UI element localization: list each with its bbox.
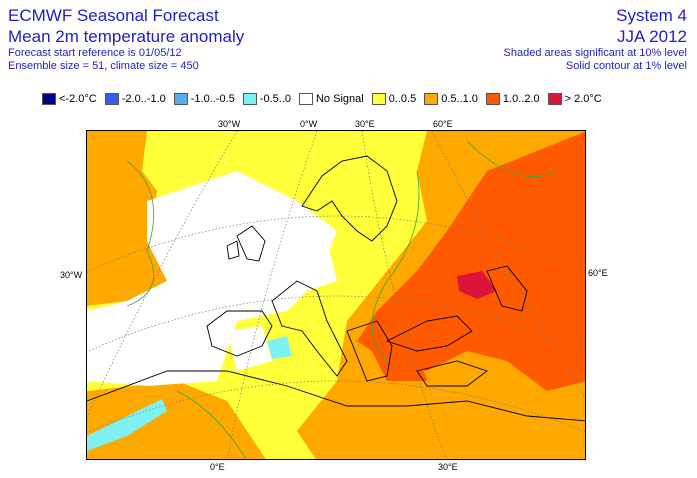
graticule-label-top-30w: 30°W <box>218 119 241 129</box>
legend-label: 0.5..1.0 <box>441 93 478 105</box>
season-label: JJA 2012 <box>617 27 687 46</box>
significance-contours <box>126 140 558 459</box>
legend-swatch <box>485 93 500 105</box>
legend-swatch <box>424 93 439 105</box>
graticule-label-right-60e: 60°E <box>588 268 608 278</box>
legend-item: -0.5..0 <box>242 93 291 105</box>
legend-swatch <box>547 93 562 105</box>
coastlines <box>87 155 585 422</box>
graticule <box>87 131 585 459</box>
legend-label: <-2.0°C <box>59 93 97 105</box>
legend-label: -2.0..-1.0 <box>121 93 166 105</box>
legend-swatch <box>298 93 313 105</box>
legend-label: > 2.0°C <box>564 93 602 105</box>
chart-subtitle: Mean 2m temperature anomaly <box>8 27 245 46</box>
cool-region-small <box>267 336 292 359</box>
anomaly-region-extreme <box>457 271 497 299</box>
solid-contour-note: Solid contour at 1% level <box>565 60 687 72</box>
ensemble-size: Ensemble size = 51, climate size = 450 <box>8 60 199 72</box>
no-signal-region-west <box>87 171 337 386</box>
graticule-label-top-30e: 30°E <box>355 119 375 129</box>
legend-label: -1.0..-0.5 <box>190 93 235 105</box>
cool-region-atlantic <box>87 399 167 451</box>
legend-item: 0..0.5 <box>371 93 417 105</box>
forecast-start-reference: Forecast start reference is 01/05/12 <box>8 47 182 59</box>
legend-item: -2.0..-1.0 <box>104 93 166 105</box>
legend-label: No Signal <box>315 93 364 105</box>
chart-title: ECMWF Seasonal Forecast <box>8 6 219 25</box>
legend-swatch <box>104 93 119 105</box>
legend-swatch <box>173 93 188 105</box>
graticule-label-bottom-0e: 0°E <box>210 462 225 472</box>
anomaly-region-strong-east <box>357 131 585 391</box>
legend-swatch <box>42 93 56 105</box>
legend-swatch <box>242 93 257 105</box>
no-signal-region-central <box>297 241 337 291</box>
graticule-label-top-0w: 0°W <box>300 119 318 129</box>
graticule-label-top-60e: 60°E <box>433 119 453 129</box>
legend-label: 1.0..2.0 <box>502 93 540 105</box>
anomaly-map <box>86 130 586 460</box>
system-label: System 4 <box>616 6 687 25</box>
legend-swatch <box>371 93 386 105</box>
graticule-label-left-30w: 30°W <box>60 270 83 280</box>
anomaly-region-southwest <box>87 381 266 459</box>
legend-item: <-2.0°C <box>42 93 97 105</box>
legend-item: 0.5..1.0 <box>424 93 478 105</box>
legend-item: 1.0..2.0 <box>485 93 540 105</box>
legend-item: -1.0..-0.5 <box>173 93 235 105</box>
color-legend: <-2.0°C -2.0..-1.0 -1.0..-0.5 -0.5..0 No Sig… <box>42 92 610 106</box>
legend-item: No Signal <box>298 93 364 105</box>
anomaly-region-balkans <box>367 341 427 381</box>
legend-item: > 2.0°C <box>547 93 602 105</box>
graticule-label-bottom-30e: 30°E <box>438 462 458 472</box>
anomaly-region-west-atlantic <box>87 131 167 306</box>
legend-label: 0..0.5 <box>388 93 417 105</box>
legend-label: -0.5..0 <box>259 93 291 105</box>
no-signal-region-iberia <box>227 326 272 371</box>
shaded-areas-note: Shaded areas significant at 10% level <box>503 47 687 59</box>
map-canvas <box>87 131 585 459</box>
